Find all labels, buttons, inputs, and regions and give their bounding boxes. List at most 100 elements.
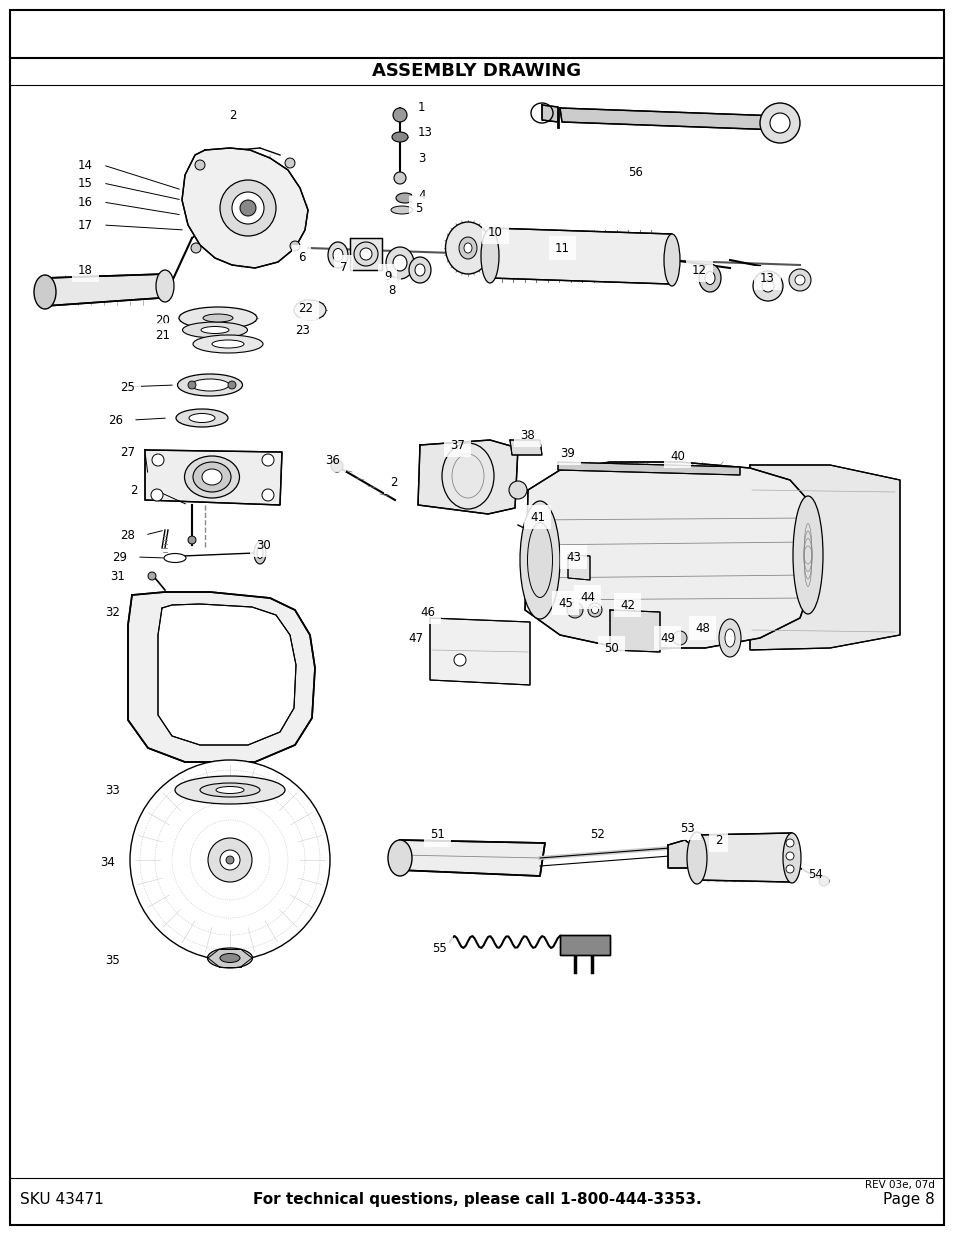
Ellipse shape — [177, 374, 242, 396]
Circle shape — [769, 112, 789, 133]
Ellipse shape — [193, 335, 263, 353]
Circle shape — [262, 454, 274, 466]
Ellipse shape — [193, 462, 231, 492]
Ellipse shape — [587, 603, 601, 618]
Ellipse shape — [394, 172, 406, 184]
Ellipse shape — [519, 501, 559, 619]
Ellipse shape — [782, 832, 801, 883]
Ellipse shape — [184, 456, 239, 498]
Circle shape — [152, 454, 164, 466]
Ellipse shape — [388, 840, 412, 876]
Polygon shape — [45, 274, 165, 306]
Text: 51: 51 — [430, 829, 444, 841]
Circle shape — [760, 103, 800, 143]
Circle shape — [188, 382, 195, 389]
Ellipse shape — [686, 832, 706, 884]
Ellipse shape — [220, 953, 240, 962]
Text: 15: 15 — [78, 177, 92, 189]
Text: 56: 56 — [627, 165, 642, 179]
Text: 4: 4 — [417, 189, 425, 201]
Text: ASSEMBLY DRAWING: ASSEMBLY DRAWING — [372, 62, 581, 80]
Text: 53: 53 — [679, 821, 694, 835]
Polygon shape — [510, 440, 541, 454]
Circle shape — [785, 839, 793, 847]
Polygon shape — [559, 107, 780, 130]
Circle shape — [454, 655, 465, 666]
Text: 31: 31 — [110, 569, 125, 583]
Ellipse shape — [182, 322, 247, 338]
Circle shape — [785, 864, 793, 873]
Ellipse shape — [34, 275, 56, 309]
Ellipse shape — [174, 776, 285, 804]
Circle shape — [228, 382, 235, 389]
Ellipse shape — [663, 233, 679, 287]
Ellipse shape — [200, 783, 260, 797]
Ellipse shape — [191, 379, 229, 391]
Ellipse shape — [212, 340, 244, 348]
Ellipse shape — [719, 619, 740, 657]
Text: 12: 12 — [691, 263, 706, 277]
Text: 26: 26 — [108, 414, 123, 426]
Text: 54: 54 — [807, 868, 822, 882]
Circle shape — [240, 200, 255, 216]
Text: 10: 10 — [488, 226, 502, 238]
Circle shape — [226, 856, 233, 864]
Ellipse shape — [179, 308, 256, 329]
Circle shape — [151, 489, 163, 501]
Text: 16: 16 — [78, 195, 92, 209]
Text: 37: 37 — [450, 438, 464, 452]
Text: 32: 32 — [105, 605, 120, 619]
Ellipse shape — [392, 132, 408, 142]
Polygon shape — [541, 105, 558, 122]
Text: 49: 49 — [659, 631, 675, 645]
Ellipse shape — [527, 522, 552, 598]
Ellipse shape — [724, 629, 734, 647]
Text: Page 8: Page 8 — [882, 1193, 934, 1208]
Text: 44: 44 — [579, 590, 595, 604]
Polygon shape — [749, 466, 899, 650]
Ellipse shape — [409, 257, 431, 283]
Ellipse shape — [393, 254, 407, 270]
Text: 2: 2 — [229, 109, 236, 121]
Text: 25: 25 — [120, 380, 134, 394]
Text: 33: 33 — [105, 783, 120, 797]
Text: 22: 22 — [297, 301, 313, 315]
Text: 8: 8 — [388, 284, 395, 296]
Ellipse shape — [156, 270, 173, 303]
Text: 20: 20 — [154, 314, 170, 326]
Polygon shape — [609, 610, 659, 652]
Ellipse shape — [208, 948, 253, 968]
Ellipse shape — [202, 469, 222, 485]
Circle shape — [785, 852, 793, 860]
Polygon shape — [350, 238, 381, 270]
Ellipse shape — [256, 547, 263, 558]
Ellipse shape — [445, 222, 490, 274]
Ellipse shape — [331, 459, 343, 472]
Circle shape — [752, 270, 782, 301]
Text: 29: 29 — [112, 551, 127, 563]
Text: 3: 3 — [417, 152, 425, 164]
Text: 55: 55 — [432, 941, 446, 955]
Circle shape — [220, 850, 240, 869]
Ellipse shape — [509, 480, 526, 499]
Ellipse shape — [391, 206, 413, 214]
Text: 30: 30 — [255, 538, 271, 552]
Text: 39: 39 — [559, 447, 575, 459]
Text: 9: 9 — [384, 269, 391, 283]
Text: 36: 36 — [325, 453, 339, 467]
Ellipse shape — [201, 326, 229, 333]
Circle shape — [232, 191, 264, 224]
Text: 13: 13 — [417, 126, 433, 138]
Ellipse shape — [386, 247, 414, 279]
Ellipse shape — [699, 264, 720, 291]
Ellipse shape — [792, 496, 822, 614]
Text: 35: 35 — [105, 953, 120, 967]
Text: 38: 38 — [519, 429, 535, 441]
Circle shape — [761, 280, 773, 291]
Circle shape — [194, 161, 205, 170]
Text: 41: 41 — [530, 510, 544, 524]
Circle shape — [191, 243, 201, 253]
Text: 42: 42 — [619, 599, 635, 611]
Ellipse shape — [215, 787, 244, 794]
Circle shape — [788, 269, 810, 291]
